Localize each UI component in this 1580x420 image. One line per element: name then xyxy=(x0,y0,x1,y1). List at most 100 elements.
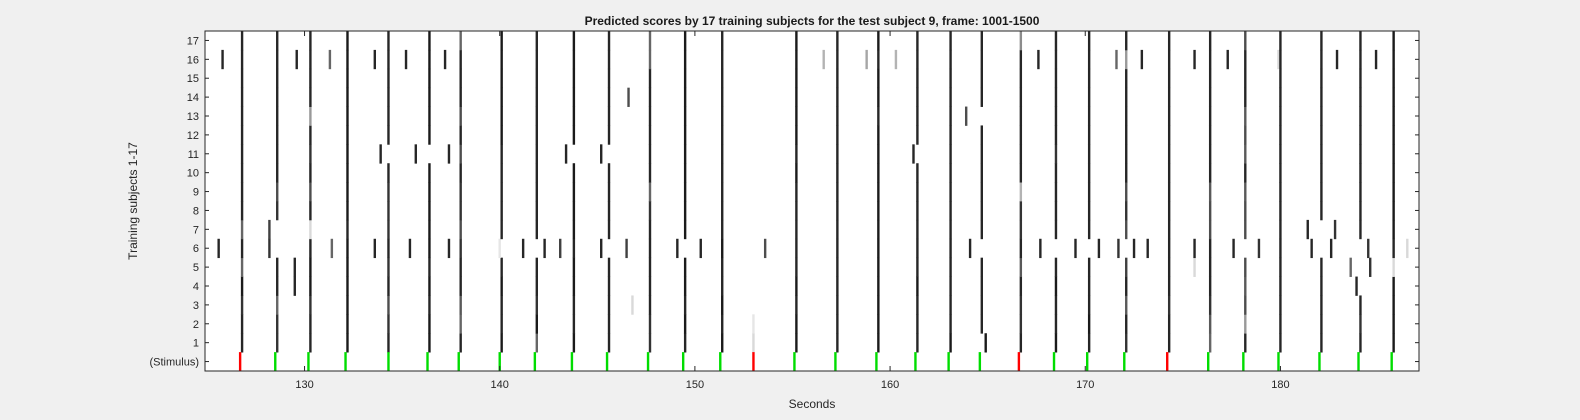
score-mark xyxy=(980,31,983,51)
score-mark xyxy=(648,87,652,107)
score-mark xyxy=(387,314,390,334)
score-mark xyxy=(1087,201,1091,221)
score-mark xyxy=(1359,49,1362,70)
score-mark xyxy=(1125,163,1128,183)
score-mark xyxy=(795,201,798,221)
score-mark xyxy=(1146,238,1149,259)
score-mark xyxy=(916,333,919,353)
score-mark xyxy=(1019,238,1023,259)
score-mark xyxy=(1208,182,1212,202)
score-mark xyxy=(721,144,724,164)
score-mark xyxy=(1244,68,1247,89)
score-mark xyxy=(500,163,503,183)
score-mark xyxy=(683,87,687,107)
score-mark xyxy=(836,68,839,89)
score-mark xyxy=(1320,31,1323,51)
score-mark xyxy=(1037,49,1040,70)
score-mark xyxy=(980,295,983,315)
score-mark xyxy=(1244,257,1247,277)
x-tick-label: 160 xyxy=(881,379,899,391)
score-mark xyxy=(309,295,312,315)
score-mark xyxy=(428,219,431,240)
y-tick-label: 15 xyxy=(187,73,199,85)
score-mark xyxy=(795,87,798,107)
score-mark xyxy=(721,219,724,240)
score-mark xyxy=(1359,31,1362,51)
score-mark xyxy=(1019,257,1023,277)
stimulus-marker xyxy=(274,352,277,371)
score-mark xyxy=(1125,68,1128,89)
score-mark xyxy=(387,49,390,70)
score-mark xyxy=(648,314,652,334)
score-mark xyxy=(1087,219,1091,240)
score-mark xyxy=(916,182,919,202)
score-mark xyxy=(1244,87,1247,107)
score-mark xyxy=(894,49,898,70)
stimulus-markers xyxy=(238,352,1393,371)
score-mark xyxy=(980,182,983,202)
stimulus-marker xyxy=(1207,352,1210,371)
score-mark xyxy=(459,295,462,315)
score-mark xyxy=(1392,125,1395,145)
score-mark xyxy=(877,276,880,296)
score-mark xyxy=(795,219,798,240)
score-mark xyxy=(1019,333,1023,353)
score-mark xyxy=(1392,49,1395,70)
score-mark xyxy=(721,295,724,315)
score-mark xyxy=(428,295,431,315)
score-mark xyxy=(572,219,576,240)
score-mark xyxy=(276,125,279,145)
score-mark xyxy=(240,333,244,353)
score-mark xyxy=(1167,182,1171,202)
score-mark xyxy=(683,182,687,202)
score-mark xyxy=(949,333,952,353)
score-mark xyxy=(1320,201,1323,221)
stimulus-marker xyxy=(875,352,878,371)
score-mark xyxy=(648,295,652,315)
score-mark xyxy=(1054,201,1058,221)
score-mark xyxy=(428,87,431,107)
score-mark xyxy=(309,276,312,296)
score-mark xyxy=(721,182,724,202)
score-mark xyxy=(1054,144,1058,164)
score-mark xyxy=(980,201,983,221)
score-mark xyxy=(1320,125,1323,145)
score-mark xyxy=(1279,31,1282,51)
score-mark xyxy=(683,49,687,70)
score-mark xyxy=(240,163,244,183)
score-mark xyxy=(459,238,462,259)
score-mark xyxy=(535,257,538,277)
x-tick-label: 150 xyxy=(686,379,704,391)
score-mark xyxy=(346,257,349,277)
stimulus-marker xyxy=(681,352,685,371)
stimulus-marker xyxy=(498,352,501,371)
score-mark xyxy=(346,219,349,240)
score-mark xyxy=(1039,238,1042,259)
score-mark xyxy=(276,87,279,107)
score-mark xyxy=(980,144,983,164)
score-mark xyxy=(1125,257,1128,277)
score-mark xyxy=(1019,106,1023,126)
score-mark xyxy=(500,314,503,334)
score-mark xyxy=(836,106,839,126)
score-mark xyxy=(1359,333,1362,353)
score-mark xyxy=(648,333,652,353)
score-mark xyxy=(1087,257,1091,277)
score-mark xyxy=(1392,144,1395,164)
score-mark xyxy=(980,276,983,296)
score-mark xyxy=(1167,276,1171,296)
score-mark xyxy=(877,106,880,126)
score-mark xyxy=(949,31,952,51)
score-mark xyxy=(535,333,538,353)
score-mark xyxy=(459,106,462,126)
score-mark xyxy=(1019,68,1023,89)
score-mark xyxy=(1374,49,1378,70)
score-mark xyxy=(607,314,611,334)
score-mark xyxy=(795,182,798,202)
score-mark xyxy=(572,295,576,315)
score-mark xyxy=(1167,201,1171,221)
score-mark xyxy=(1054,87,1058,107)
score-mark xyxy=(683,68,687,89)
score-mark xyxy=(836,87,839,107)
score-mark xyxy=(309,68,312,89)
